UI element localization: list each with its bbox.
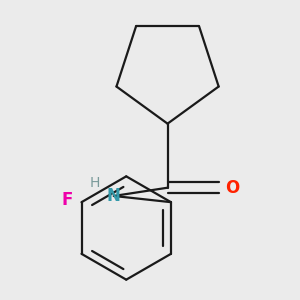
Text: N: N: [107, 187, 121, 205]
Text: F: F: [62, 191, 73, 209]
Text: H: H: [90, 176, 101, 190]
Text: O: O: [225, 179, 240, 197]
